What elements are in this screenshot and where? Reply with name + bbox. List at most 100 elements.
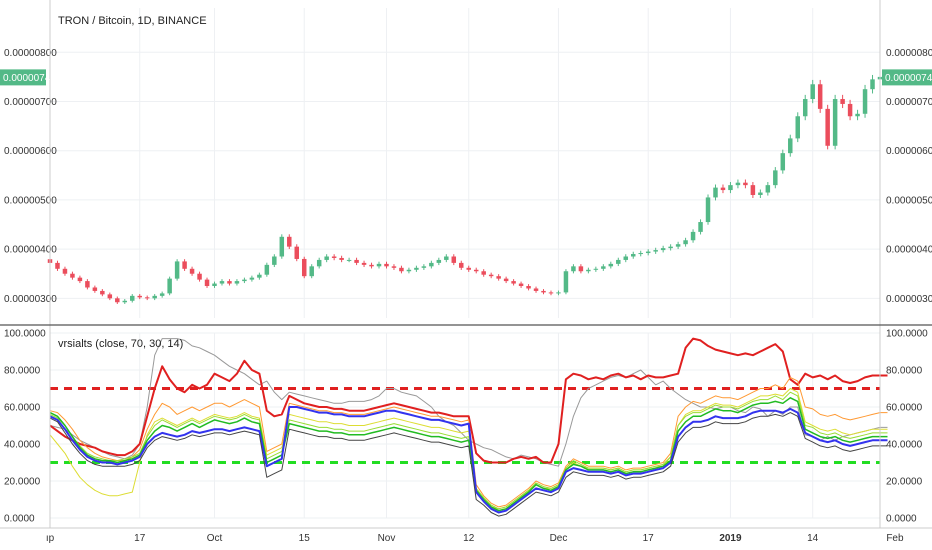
candle xyxy=(167,276,172,296)
candle xyxy=(182,259,187,271)
candle xyxy=(376,261,382,269)
candle xyxy=(802,94,808,121)
candle xyxy=(832,94,838,150)
x-tick-label: Oct xyxy=(207,533,223,544)
candle xyxy=(765,182,771,196)
candle xyxy=(556,290,561,296)
candle xyxy=(100,289,105,297)
candle xyxy=(526,284,531,291)
candle xyxy=(174,259,180,281)
x-tick-label: 12 xyxy=(463,533,475,544)
candle xyxy=(279,234,285,259)
candle xyxy=(219,279,225,286)
candle xyxy=(780,149,786,174)
candle xyxy=(653,247,658,254)
last-price-badge-left: 0.00000749 xyxy=(0,69,56,86)
candle xyxy=(728,182,733,194)
indicator-series-line xyxy=(49,412,888,517)
candle xyxy=(324,254,329,263)
candle xyxy=(548,290,554,296)
candle xyxy=(690,229,696,243)
indicator-y-tick-left: 100.0000 xyxy=(4,329,46,340)
candle xyxy=(578,264,584,274)
price-y-tick-left: 0.00000700 xyxy=(4,97,57,108)
candle xyxy=(571,264,576,274)
candle xyxy=(70,271,75,280)
candle xyxy=(586,267,591,274)
candle xyxy=(444,254,449,263)
candle xyxy=(152,294,157,301)
x-tick-label: Feb xyxy=(886,533,904,544)
x-tick-label: Dec xyxy=(550,533,568,544)
candle xyxy=(414,265,419,272)
price-y-tick-right: 0.00000300 xyxy=(886,294,932,305)
x-tick-label: 17 xyxy=(643,533,655,544)
candle xyxy=(451,254,457,266)
indicator-series-line xyxy=(49,397,888,512)
candle xyxy=(705,194,711,225)
candle xyxy=(840,94,845,109)
x-tick-label: ıp xyxy=(46,533,55,544)
price-y-tick-right: 0.00000800 xyxy=(886,48,932,59)
candle xyxy=(601,264,606,271)
indicator-series-line xyxy=(49,391,888,510)
candle xyxy=(272,254,277,268)
x-tick-label: 15 xyxy=(299,533,311,544)
candle xyxy=(421,264,427,270)
indicator-y-tick-right: 40.0000 xyxy=(886,440,923,451)
price-y-tick-left: 0.00000300 xyxy=(4,294,57,305)
candle xyxy=(354,257,359,266)
candle xyxy=(862,84,868,118)
candle xyxy=(122,299,128,304)
candle xyxy=(301,256,307,279)
candle xyxy=(144,295,150,301)
candle xyxy=(810,79,815,104)
price-y-tick-right: 0.00000400 xyxy=(886,245,932,256)
candle xyxy=(436,257,442,266)
indicator-y-tick-left: 60.0000 xyxy=(4,403,41,414)
candle xyxy=(204,277,210,288)
candle xyxy=(870,74,875,94)
candle xyxy=(533,286,539,293)
candle xyxy=(683,237,688,247)
grid xyxy=(49,8,880,519)
indicator-y-tick-left: 20.0000 xyxy=(4,477,41,488)
candle xyxy=(847,99,853,121)
candle xyxy=(339,255,344,263)
candle xyxy=(384,261,389,269)
price-y-tick-left: 0.00000400 xyxy=(4,245,57,256)
candle xyxy=(713,184,718,201)
indicator-y-tick-left: 80.0000 xyxy=(4,366,41,377)
candle xyxy=(257,272,262,280)
price-y-tick-left: 0.00000800 xyxy=(4,48,57,59)
candle xyxy=(720,184,726,194)
candle xyxy=(92,285,98,293)
candle xyxy=(55,260,60,271)
candle xyxy=(189,266,195,276)
candle xyxy=(346,257,352,263)
candle xyxy=(488,272,494,279)
candle xyxy=(77,275,83,284)
indicator-y-tick-left: 40.0000 xyxy=(4,440,41,451)
candle xyxy=(137,294,142,300)
indicator-y-tick-right: 60.0000 xyxy=(886,403,923,414)
candle xyxy=(788,134,793,157)
candle xyxy=(563,269,569,295)
candle xyxy=(735,179,741,189)
candle xyxy=(212,281,217,288)
candle xyxy=(361,260,367,268)
price-candles xyxy=(47,72,883,304)
svg-text:0.00000749: 0.00000749 xyxy=(885,73,932,84)
candle xyxy=(466,265,471,272)
indicator-series-line xyxy=(49,376,888,508)
candle xyxy=(429,260,434,269)
candle xyxy=(668,244,673,251)
candle xyxy=(249,275,255,282)
svg-text:0.00000749: 0.00000749 xyxy=(3,73,56,84)
indicator-y-tick-left: 0.0000 xyxy=(4,514,35,525)
candle xyxy=(750,182,756,198)
candle xyxy=(511,279,516,286)
indicator-y-tick-right: 0.0000 xyxy=(886,514,917,525)
